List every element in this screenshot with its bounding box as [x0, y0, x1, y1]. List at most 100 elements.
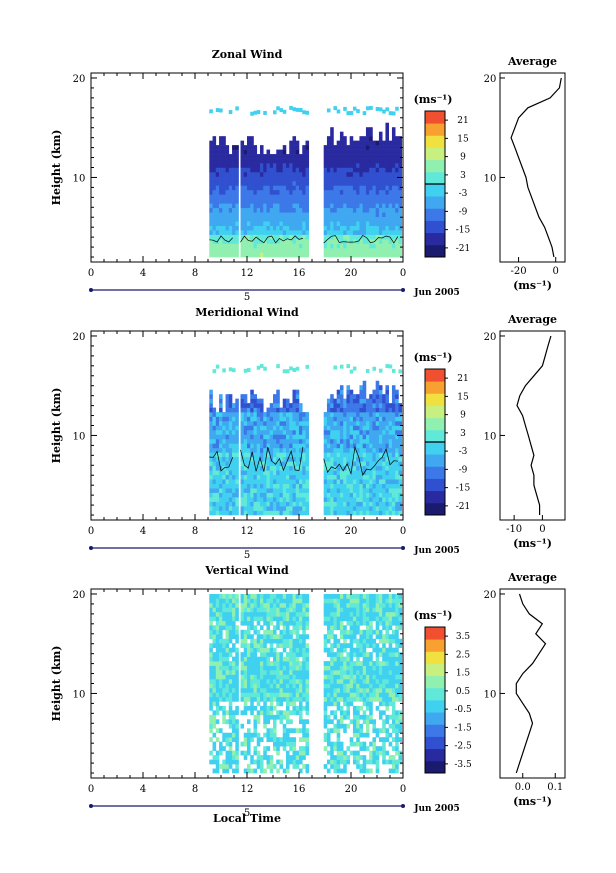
heat-cell: [279, 714, 284, 720]
heat-cell: [260, 674, 264, 680]
heat-cell: [385, 438, 389, 444]
heat-cell: [391, 607, 396, 613]
heat-cell: [336, 755, 341, 760]
heat-cell: [323, 198, 328, 204]
heat-cell: [378, 385, 383, 390]
colorbar-swatch: [425, 429, 445, 443]
heat-cell: [339, 634, 344, 640]
heat-cell: [375, 207, 380, 213]
heat-cell: [365, 670, 370, 675]
heat-cell: [235, 497, 239, 502]
heat-cell: [343, 443, 347, 449]
heat-cell: [375, 194, 380, 200]
heat-cell: [292, 407, 297, 413]
heat-cell: [378, 474, 383, 480]
heat-cell: [228, 230, 233, 235]
heat-cell: [330, 683, 334, 689]
heat-cell: [372, 416, 376, 422]
heat-cell: [212, 634, 217, 640]
heat-cell: [225, 665, 230, 671]
heat-cell: [388, 216, 393, 222]
heat-cell: [225, 167, 230, 173]
heat-cell: [395, 665, 399, 671]
heat-cell: [232, 465, 236, 471]
heat-cell: [302, 234, 306, 240]
heat-cell: [286, 593, 290, 599]
heat-cell: [372, 492, 376, 498]
heat-cell: [273, 634, 277, 640]
heat-cell: [228, 234, 233, 240]
heat-cell: [352, 696, 357, 702]
heat-cell: [240, 492, 245, 498]
heat-cell: [323, 665, 328, 671]
heat-cell: [330, 764, 334, 769]
heat-cell: [330, 212, 334, 218]
heat-cell: [339, 741, 344, 747]
heat-cell: [395, 163, 399, 168]
heat-cell: [295, 185, 300, 191]
heat-cell: [215, 252, 220, 258]
heat-cell: [212, 746, 217, 751]
heat-cell: [228, 759, 233, 765]
heat-cell: [333, 670, 337, 675]
heat-cell: [225, 203, 230, 209]
heat-cell: [263, 203, 267, 209]
heat-cell: [263, 714, 267, 720]
heat-cell: [336, 421, 341, 426]
heat-cell: [359, 661, 363, 666]
heat-cell: [378, 145, 383, 150]
heat-cell: [352, 163, 357, 168]
heat-cell: [391, 687, 396, 693]
heat-cell: [346, 710, 350, 716]
heat-cell: [243, 483, 248, 489]
heat-cell: [247, 497, 251, 502]
heat-cell: [276, 696, 280, 702]
heat-cell: [286, 629, 290, 635]
heat-cell: [299, 719, 303, 725]
heat-cell: [286, 656, 290, 662]
heat-cell: [235, 194, 239, 200]
heat-cell: [305, 412, 310, 417]
heat-cell: [356, 687, 360, 693]
heat-cell: [346, 434, 350, 440]
heat-cell: [276, 474, 280, 480]
heat-cell: [232, 607, 236, 613]
heat-cell: [388, 470, 393, 476]
heat-cell: [378, 616, 383, 622]
heat-cell: [352, 234, 357, 240]
heat-cell: [263, 194, 267, 200]
heat-cell: [260, 638, 264, 644]
heat-cell: [222, 687, 226, 693]
heat-cell: [247, 425, 251, 431]
heat-cell: [269, 607, 274, 613]
colorbar-swatch: [425, 220, 445, 234]
heat-cell: [273, 438, 277, 444]
heat-cell: [235, 234, 239, 240]
heat-cell: [330, 629, 334, 635]
heat-cell: [333, 163, 337, 168]
heat-cell: [388, 607, 393, 613]
heat-cell: [369, 421, 373, 426]
heat-cell: [260, 154, 264, 159]
heat-cell: [253, 230, 258, 235]
heat-cell: [378, 456, 383, 462]
heat-cell: [330, 127, 334, 132]
heat-cell: [378, 652, 383, 657]
heat-cell: [382, 723, 386, 729]
heat-cell: [243, 145, 248, 150]
heat-cell: [378, 234, 383, 240]
heat-cell: [362, 111, 367, 116]
heat-cell: [339, 149, 344, 155]
heat-cell: [250, 665, 254, 671]
heat-cell: [349, 629, 354, 635]
heat-cell: [333, 225, 337, 231]
heat-cell: [323, 425, 328, 431]
heat-cell: [339, 611, 344, 617]
heat-cell: [295, 638, 300, 644]
heat-cell: [256, 696, 261, 702]
heat-cell: [398, 412, 402, 417]
heat-cell: [330, 620, 334, 626]
heat-cell: [269, 674, 274, 680]
heat-cell: [323, 416, 328, 422]
heat-cell: [388, 243, 393, 249]
